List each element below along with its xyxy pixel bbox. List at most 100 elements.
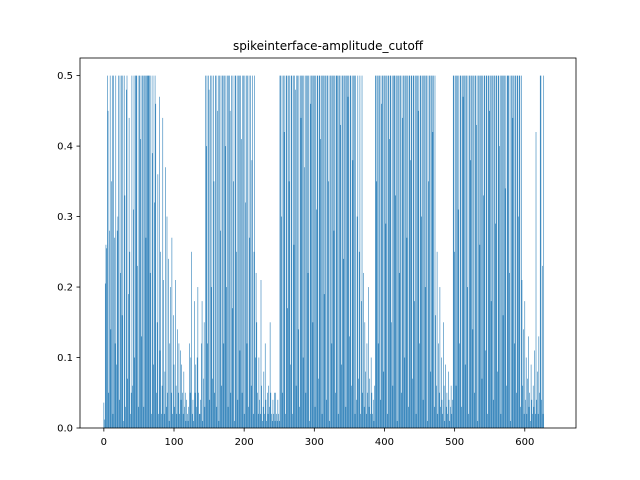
bar (448, 371, 449, 428)
bar (175, 280, 176, 428)
bar (321, 75, 322, 429)
bar (182, 392, 183, 428)
x-tick-label: 200 (235, 437, 254, 448)
bar (260, 413, 261, 428)
bar (170, 392, 172, 428)
bar (114, 343, 116, 428)
bar (199, 413, 201, 428)
bar (203, 378, 204, 428)
bar (218, 420, 220, 428)
bar (334, 75, 335, 429)
bar (312, 322, 314, 428)
bar (256, 322, 258, 428)
bar (404, 357, 406, 428)
bar (474, 75, 476, 429)
bar (535, 413, 536, 428)
bar (277, 399, 279, 428)
bar (490, 301, 492, 428)
x-tick-label: 300 (305, 437, 324, 448)
bar (461, 406, 462, 428)
bar (371, 392, 373, 428)
bar (262, 420, 263, 428)
bar (493, 75, 495, 429)
bar (289, 75, 291, 429)
bar (177, 392, 179, 428)
bar (329, 420, 331, 428)
bar (293, 244, 295, 428)
bar (149, 75, 150, 429)
bar (502, 75, 503, 429)
bar (496, 75, 497, 429)
bar (413, 75, 415, 429)
bar (142, 75, 144, 429)
bar (154, 202, 155, 428)
bar (180, 399, 182, 428)
bar (449, 420, 450, 428)
bar (368, 406, 370, 428)
bar (504, 188, 506, 428)
bar (227, 406, 229, 428)
bar (236, 251, 237, 428)
bar (452, 75, 454, 429)
bar (415, 413, 417, 428)
bar (122, 75, 124, 429)
bar (458, 75, 460, 429)
bar (172, 413, 173, 428)
bar (184, 406, 185, 428)
bar (382, 75, 383, 429)
bar (441, 357, 442, 428)
bar (213, 75, 214, 429)
bar (301, 75, 302, 429)
bar (479, 244, 481, 428)
bar (502, 315, 504, 428)
bar (313, 75, 314, 429)
bar (245, 202, 246, 428)
bar (341, 364, 342, 428)
bar (436, 385, 437, 428)
bar (477, 420, 479, 428)
bar (497, 371, 498, 428)
bar (535, 132, 537, 428)
bar (196, 406, 197, 428)
bar (119, 399, 120, 428)
bar (476, 124, 477, 428)
bar (320, 139, 321, 429)
bar (271, 420, 273, 428)
bar (434, 75, 436, 429)
bar (462, 96, 464, 428)
bar (384, 75, 386, 429)
bar (147, 75, 149, 429)
x-tick-label: 500 (445, 437, 464, 448)
bar (309, 75, 311, 429)
bar (419, 75, 421, 429)
bar (331, 343, 333, 428)
bar (432, 132, 434, 428)
bar (481, 378, 483, 428)
bar (335, 392, 336, 428)
bar (294, 75, 295, 429)
bar (206, 146, 207, 428)
bar (204, 406, 206, 428)
bar (149, 272, 151, 428)
bar (517, 75, 519, 429)
bar (298, 75, 300, 429)
bar (324, 75, 326, 429)
bar (364, 322, 366, 428)
bar (350, 75, 352, 429)
bar (249, 237, 251, 428)
bar (537, 371, 538, 428)
bar (337, 75, 338, 429)
bar (126, 75, 128, 429)
y-tick-label: 0.2 (57, 283, 73, 294)
bar (478, 75, 480, 429)
bar (524, 301, 526, 428)
bar (257, 413, 259, 428)
bar (531, 399, 533, 428)
bar (117, 216, 119, 428)
bar (453, 75, 455, 429)
bar (460, 75, 462, 429)
bar (198, 413, 200, 428)
bar (521, 75, 522, 429)
bars-group (103, 75, 545, 429)
bar (154, 75, 156, 429)
